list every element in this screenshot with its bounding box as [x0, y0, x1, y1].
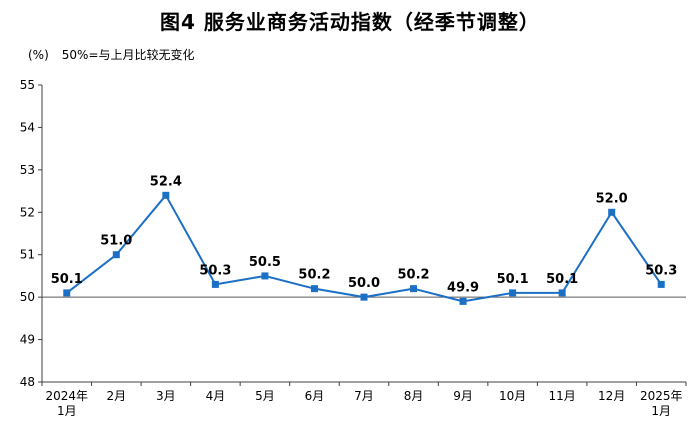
- x-tick-label: 10月: [499, 389, 526, 403]
- x-tick-label: 7月: [354, 389, 374, 403]
- y-tick-label: 54: [20, 120, 35, 134]
- x-tick-label: 3月: [156, 389, 176, 403]
- data-point-marker: [558, 289, 566, 297]
- y-tick-label: 50: [20, 290, 35, 304]
- data-point-marker: [112, 251, 120, 259]
- x-tick-label: 5月: [255, 389, 275, 403]
- data-point-marker: [310, 285, 318, 293]
- data-point-label: 50.2: [298, 268, 330, 283]
- y-tick-label: 52: [20, 205, 35, 219]
- data-point-label: 50.0: [348, 276, 380, 291]
- data-point-label: 51.0: [100, 234, 132, 249]
- data-point-marker: [162, 191, 170, 199]
- data-point-marker: [459, 297, 467, 305]
- data-point-label: 50.5: [249, 255, 281, 270]
- x-tick-label: 6月: [305, 389, 325, 403]
- data-point-marker: [410, 285, 418, 293]
- data-point-label: 52.0: [596, 191, 628, 206]
- y-tick-label: 51: [20, 248, 35, 262]
- data-point-label: 49.9: [447, 280, 479, 295]
- line-chart: 48 49 50 51 52 53 54 55 2024年 1月 2月 3月 4月 5月 6月 7月 8月 9月 1…: [20, 78, 687, 418]
- y-tick-label: 49: [20, 333, 35, 347]
- data-point-marker: [509, 289, 517, 297]
- y-tick-label: 48: [20, 375, 35, 389]
- x-tick-label: 2025年 1月: [640, 389, 683, 418]
- data-point-marker: [63, 289, 71, 297]
- data-point-label: 50.1: [51, 272, 83, 287]
- x-tick-label: 2024年 1月: [45, 389, 88, 418]
- chart-notes: (%) 50%=与上月比较无变化: [28, 46, 696, 63]
- reference-note: 50%=与上月比较无变化: [61, 48, 195, 62]
- data-point-marker: [608, 208, 616, 216]
- x-tick-label: 11月: [549, 389, 576, 403]
- y-tick-label: 53: [20, 163, 35, 177]
- data-point-label: 50.1: [497, 272, 529, 287]
- x-tick-label: 4月: [206, 389, 226, 403]
- data-point-label: 50.1: [546, 272, 578, 287]
- x-tick-label: 8月: [404, 389, 424, 403]
- x-tick-label: 2月: [106, 389, 126, 403]
- data-point-label: 50.2: [397, 268, 429, 283]
- data-point-label: 52.4: [150, 174, 182, 189]
- data-point-marker: [360, 293, 368, 301]
- x-tick-label: 9月: [453, 389, 473, 403]
- data-point-label: 50.3: [645, 263, 677, 278]
- unit-label: (%): [28, 48, 49, 62]
- x-tick-label: 12月: [598, 389, 625, 403]
- data-point-marker: [261, 272, 269, 280]
- y-tick-label: 55: [20, 78, 35, 92]
- chart-title: 图4 服务业商务活动指数（经季节调整）: [160, 10, 540, 34]
- data-point-label: 50.3: [199, 263, 231, 278]
- data-point-marker: [657, 280, 665, 288]
- data-point-marker: [211, 280, 219, 288]
